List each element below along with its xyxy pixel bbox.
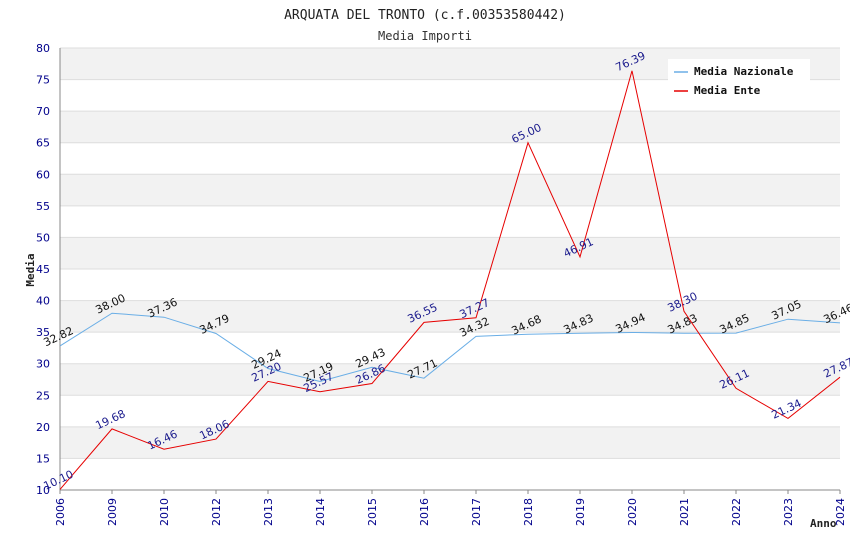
- x-tick-label: 2015: [366, 498, 379, 526]
- grid-band: [60, 269, 840, 301]
- chart-title: ARQUATA DEL TRONTO (c.f.00353580442): [284, 8, 566, 23]
- y-tick-label: 75: [36, 74, 50, 87]
- series-line-media-ente: [59, 70, 841, 490]
- grid-band: [60, 363, 840, 396]
- y-tick-label: 60: [36, 168, 50, 181]
- y-tick-label: 55: [36, 200, 50, 213]
- y-tick-label: 40: [36, 295, 50, 308]
- x-tick-label: 2020: [626, 498, 639, 526]
- chart-subtitle: Media Importi: [378, 29, 472, 43]
- y-tick-label: 25: [36, 389, 50, 402]
- y-tick-label: 80: [36, 42, 50, 55]
- grid-band: [60, 458, 840, 490]
- y-tick-label: 10: [36, 484, 50, 497]
- grid-band: [60, 332, 840, 364]
- grid-band: [60, 426, 840, 459]
- y-tick-label: 30: [36, 358, 50, 371]
- legend-label-media-ente: Media Ente: [694, 84, 761, 97]
- legend-label-media-nazionale: Media Nazionale: [694, 65, 794, 78]
- y-tick-label: 15: [36, 452, 50, 465]
- x-tick-label: 2019: [574, 498, 587, 526]
- grid-band: [60, 395, 840, 427]
- y-tick-label: 70: [36, 105, 50, 118]
- grid-band: [60, 174, 840, 206]
- x-tick-label: 2013: [262, 498, 275, 526]
- legend: Media Nazionale Media Ente: [668, 59, 810, 101]
- x-tick-label: 2017: [470, 498, 483, 526]
- grid-band: [60, 142, 840, 175]
- x-tick-label: 2022: [730, 498, 743, 526]
- y-tick-label: 50: [36, 231, 50, 244]
- grid-lines: [60, 47, 840, 491]
- x-tick-label: 2006: [54, 498, 67, 526]
- y-axis-label: Media: [24, 253, 37, 286]
- grid-band: [60, 300, 840, 333]
- y-tick-labels: 10 15 20 25 30 35 40 45 50 55 60 65 70 75 80: [36, 42, 50, 497]
- x-tick-label: 2023: [782, 498, 795, 526]
- y-tick-label: 45: [36, 263, 50, 276]
- y-tick-label: 20: [36, 421, 50, 434]
- series-lines: [59, 70, 841, 490]
- grid-band: [60, 237, 840, 269]
- series-line-media-nazionale: [59, 312, 841, 383]
- x-tick-label: 2010: [158, 498, 171, 526]
- legend-box: [668, 59, 810, 101]
- x-tick-label: 2021: [678, 498, 691, 526]
- grid-band: [60, 111, 840, 143]
- y-tick-label: 65: [36, 137, 50, 150]
- x-tick-label: 2016: [418, 498, 431, 526]
- x-tick-label: 2009: [106, 498, 119, 526]
- x-tick-label: 2012: [210, 498, 223, 526]
- x-tick-labels: 2006 2009 2010 2012 2013 2014 2015 2016 2017 2018…: [54, 490, 847, 526]
- x-tick-label: 2018: [522, 498, 535, 526]
- grid-bands: [60, 48, 840, 490]
- y-tick-label: 35: [36, 326, 50, 339]
- x-tick-label: 2014: [314, 498, 327, 526]
- x-axis-label: Anno: [810, 517, 837, 530]
- x-tick-label: 2024: [834, 498, 847, 526]
- grid-band: [60, 205, 840, 238]
